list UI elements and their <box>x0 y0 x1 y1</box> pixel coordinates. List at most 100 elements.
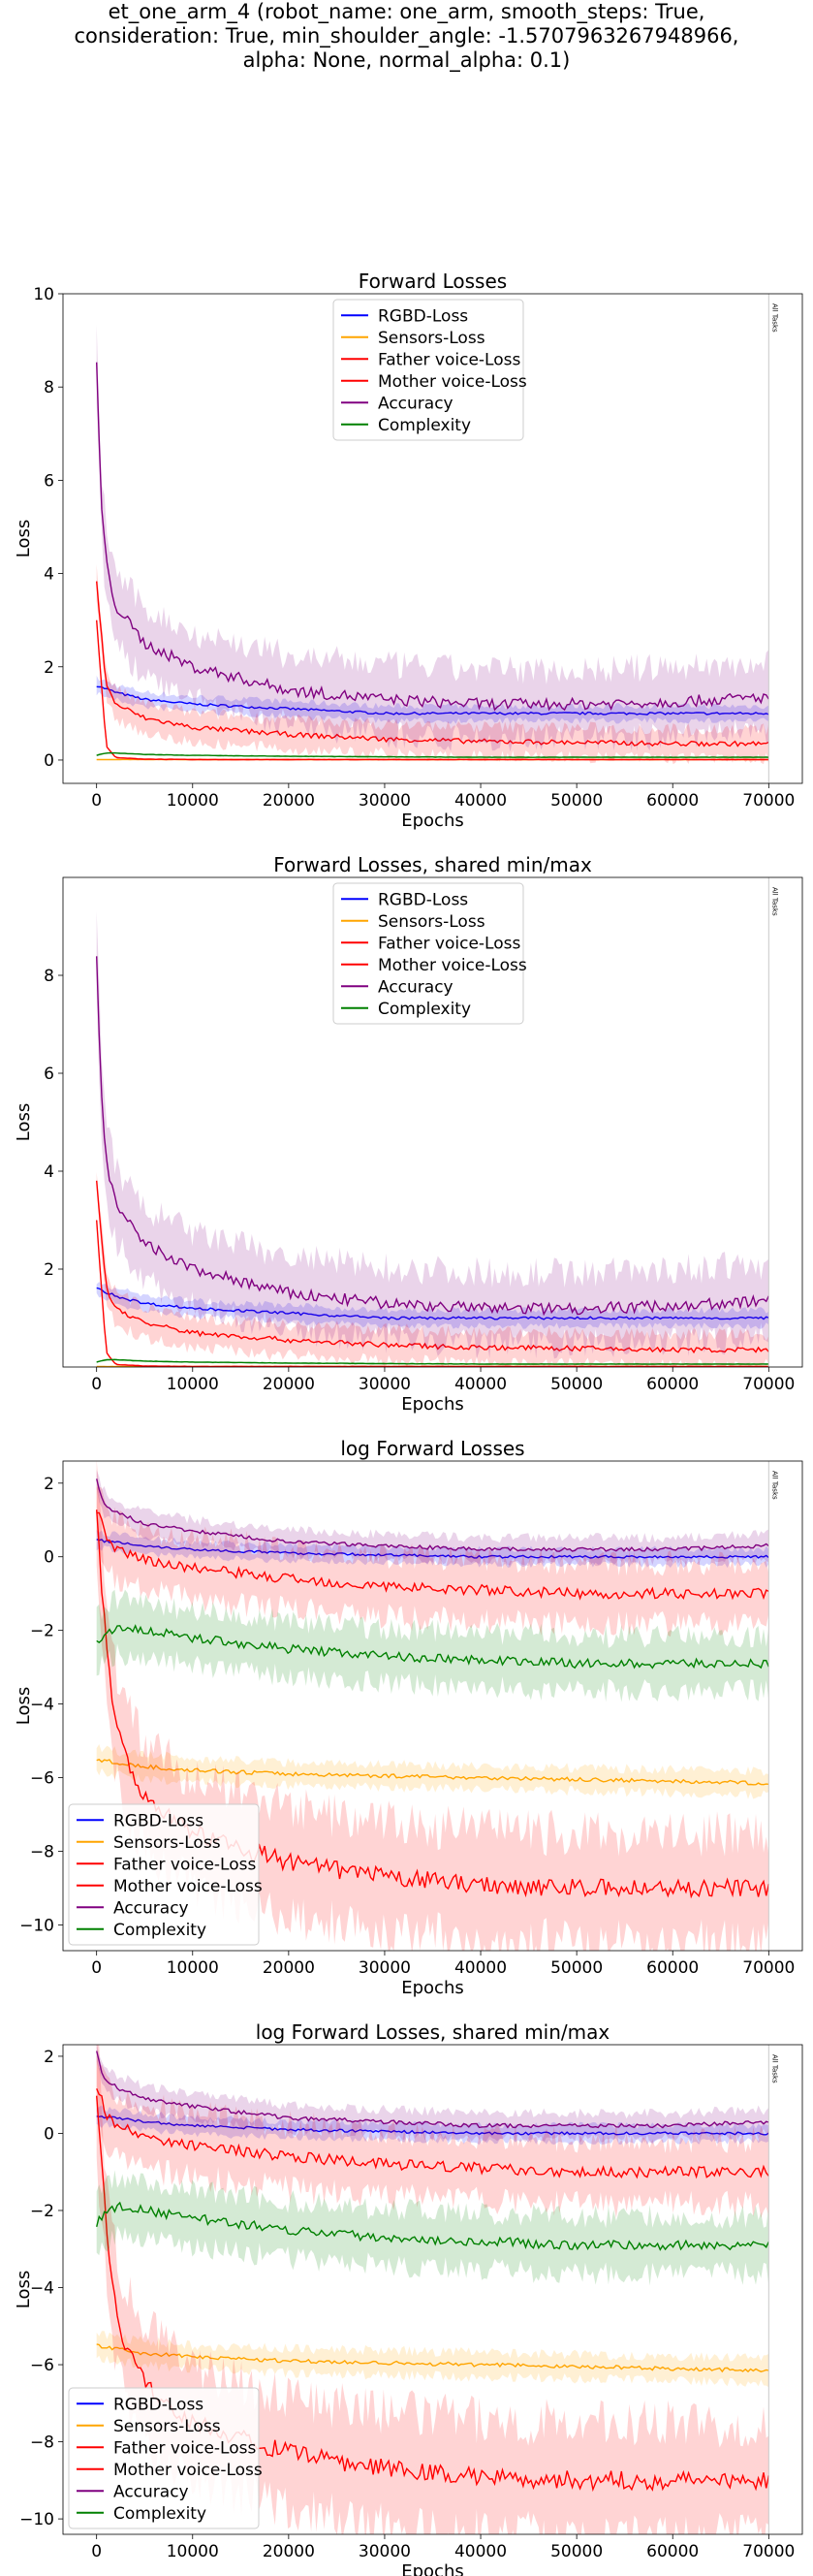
x-tick-label: 10000 <box>167 1375 219 1394</box>
x-tick-label: 70000 <box>742 1958 795 1978</box>
y-tick-label: 2 <box>44 2048 54 2067</box>
series-line <box>96 956 769 1317</box>
series-band <box>96 1470 769 1567</box>
y-tick-label: 2 <box>44 1260 54 1280</box>
legend-entry: Sensors-Loss <box>378 329 485 348</box>
y-tick-label: 8 <box>44 967 54 986</box>
x-tick-label: 0 <box>91 791 102 811</box>
legend-entry: RGBD-Loss <box>378 306 468 326</box>
plot-area <box>96 2045 769 2534</box>
series-line <box>96 2115 769 2136</box>
legend-entry: Complexity <box>113 1921 206 1940</box>
series-band <box>96 2105 769 2146</box>
x-axis-label: Epochs <box>401 811 464 831</box>
plot-frame <box>62 876 803 1368</box>
series-band <box>96 1744 769 1799</box>
chart-title: log Forward Losses <box>340 1437 524 1460</box>
task-divider-label: All Tasks <box>770 303 778 333</box>
series-line <box>96 1624 769 1670</box>
x-tick-label: 0 <box>91 2542 102 2561</box>
y-tick-label: −6 <box>30 1769 54 1789</box>
plot-frame <box>62 1460 803 1952</box>
chart-title: log Forward Losses, shared min/max <box>256 2020 610 2044</box>
series-line <box>96 1180 769 1354</box>
task-divider-label: All Tasks <box>770 1471 778 1500</box>
legend-entry: RGBD-Loss <box>113 1811 203 1830</box>
series-line <box>96 1479 769 1552</box>
y-tick-label: −10 <box>19 1916 54 1935</box>
task-divider-label: All Tasks <box>770 887 778 916</box>
y-tick-label: 4 <box>44 565 54 585</box>
log-forward-losses-chart: log Forward Losses All Tasks 0 10000 20000 30… <box>14 1437 803 1998</box>
x-tick-label: 70000 <box>742 2542 795 2561</box>
legend-entry: RGBD-Loss <box>113 2395 203 2414</box>
series-line <box>96 1511 769 1601</box>
legend-entry: Sensors-Loss <box>113 2417 221 2436</box>
x-tick-label: 50000 <box>550 791 603 811</box>
x-tick-label: 0 <box>91 1958 102 1978</box>
x-tick-label: 10000 <box>167 2542 219 2561</box>
y-axis-label: Loss <box>14 520 34 557</box>
x-tick-label: 20000 <box>263 791 315 811</box>
y-axis-label: Loss <box>14 1103 34 1141</box>
legend-entry: Accuracy <box>113 1898 189 1918</box>
series-band <box>96 1486 769 1638</box>
chart-title: Forward Losses, shared min/max <box>273 853 592 876</box>
legend: RGBD-Loss Sensors-Loss Father voice-Loss Mo… <box>332 299 527 441</box>
series-line <box>96 1358 769 1365</box>
series-line <box>96 2088 769 2179</box>
series-line <box>96 2201 769 2251</box>
series-band <box>96 2054 769 2218</box>
x-tick-label: 20000 <box>263 1375 315 1394</box>
x-tick-label: 40000 <box>454 791 507 811</box>
log-forward-losses-shared-chart: log Forward Losses, shared min/max All Ta… <box>14 2020 803 2576</box>
legend-entry: Accuracy <box>378 394 453 413</box>
y-tick-label: −6 <box>30 2356 54 2375</box>
suptitle-line: et_one_arm_4 (robot_name: one_arm, smoot… <box>108 0 705 23</box>
x-tick-label: 60000 <box>646 1375 699 1394</box>
legend-entry: Father voice-Loss <box>378 350 520 369</box>
series-band <box>96 911 769 1359</box>
legend: RGBD-Loss Sensors-Loss Father voice-Loss Mo… <box>332 882 527 1025</box>
suptitle-line: alpha: None, normal_alpha: 0.1) <box>242 48 571 72</box>
y-tick-label: −2 <box>30 1622 54 1641</box>
legend-entry: Sensors-Loss <box>378 912 485 932</box>
x-tick-label: 60000 <box>646 2542 699 2561</box>
forward-losses-chart: Forward Losses All Tasks 0 10000 20000 30000 4… <box>14 270 803 831</box>
y-tick-label: 2 <box>44 1475 54 1494</box>
series-line <box>96 620 769 761</box>
legend-entry: Accuracy <box>113 2482 189 2501</box>
task-divider-label: All Tasks <box>770 2054 778 2083</box>
legend-entry: Accuracy <box>378 977 453 997</box>
series-band <box>96 564 769 765</box>
y-axis-label: Loss <box>14 2271 34 2308</box>
y-tick-label: 6 <box>44 471 54 491</box>
x-tick-label: 0 <box>91 1375 102 1394</box>
legend-box <box>332 882 524 1025</box>
legend: RGBD-Loss Sensors-Loss Father voice-Loss Mo… <box>68 1803 263 1946</box>
series-line <box>96 2343 769 2373</box>
x-tick-label: 30000 <box>359 1958 411 1978</box>
plot-area <box>96 911 769 1367</box>
chart-title: Forward Losses <box>359 270 507 293</box>
legend-entry: Sensors-Loss <box>113 1833 221 1853</box>
series-band <box>96 2170 769 2286</box>
series-line <box>96 1539 769 1559</box>
x-tick-label: 30000 <box>359 1375 411 1394</box>
legend-entry: RGBD-Loss <box>378 890 468 909</box>
series-band <box>96 1172 769 1367</box>
legend-box <box>332 299 524 441</box>
x-tick-label: 60000 <box>646 1958 699 1978</box>
y-tick-label: −4 <box>30 2279 54 2299</box>
y-tick-label: 2 <box>44 658 54 678</box>
x-tick-label: 50000 <box>550 2542 603 2561</box>
legend-box <box>68 1803 260 1946</box>
x-axis-label: Epochs <box>401 2561 464 2576</box>
x-tick-label: 30000 <box>359 791 411 811</box>
legend-entry: Father voice-Loss <box>378 934 520 953</box>
y-tick-label: 6 <box>44 1065 54 1084</box>
x-tick-label: 60000 <box>646 791 699 811</box>
x-tick-label: 50000 <box>550 1958 603 1978</box>
legend-entry: Mother voice-Loss <box>113 2461 263 2480</box>
series-band <box>96 2045 769 2144</box>
